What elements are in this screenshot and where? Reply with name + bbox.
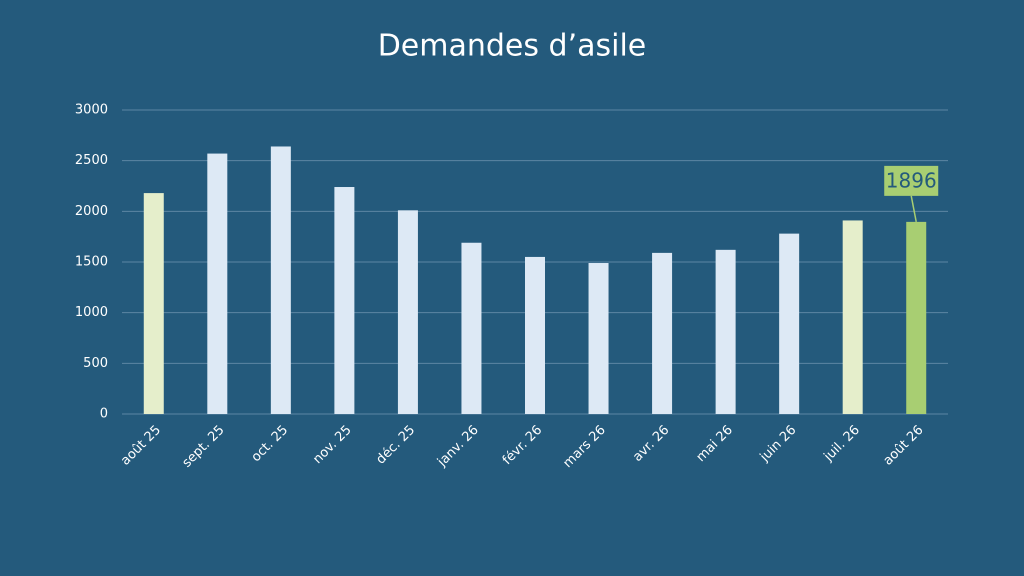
callout-line xyxy=(910,195,917,223)
y-tick-label: 1500 xyxy=(75,255,108,270)
chart-title: Demandes d’asile xyxy=(378,29,647,64)
data-label-box xyxy=(884,165,939,196)
bar xyxy=(207,153,228,414)
bar xyxy=(397,210,418,414)
bar xyxy=(143,193,164,414)
y-tick-label: 2000 xyxy=(75,204,108,219)
bar xyxy=(270,146,291,415)
y-tick-label: 1000 xyxy=(75,305,108,320)
bar xyxy=(715,249,736,414)
y-tick-label: 0 xyxy=(100,407,108,422)
y-tick-label: 3000 xyxy=(75,103,108,118)
bar xyxy=(588,263,609,414)
bar xyxy=(842,220,863,414)
bar xyxy=(779,233,800,414)
y-tick-label: 2500 xyxy=(75,153,108,168)
bar xyxy=(652,252,673,414)
y-tick-label: 500 xyxy=(83,356,108,371)
bar xyxy=(461,242,482,414)
data-label: 1896 xyxy=(886,168,937,192)
bar xyxy=(906,221,927,414)
bar xyxy=(525,256,545,414)
bar xyxy=(334,187,355,414)
